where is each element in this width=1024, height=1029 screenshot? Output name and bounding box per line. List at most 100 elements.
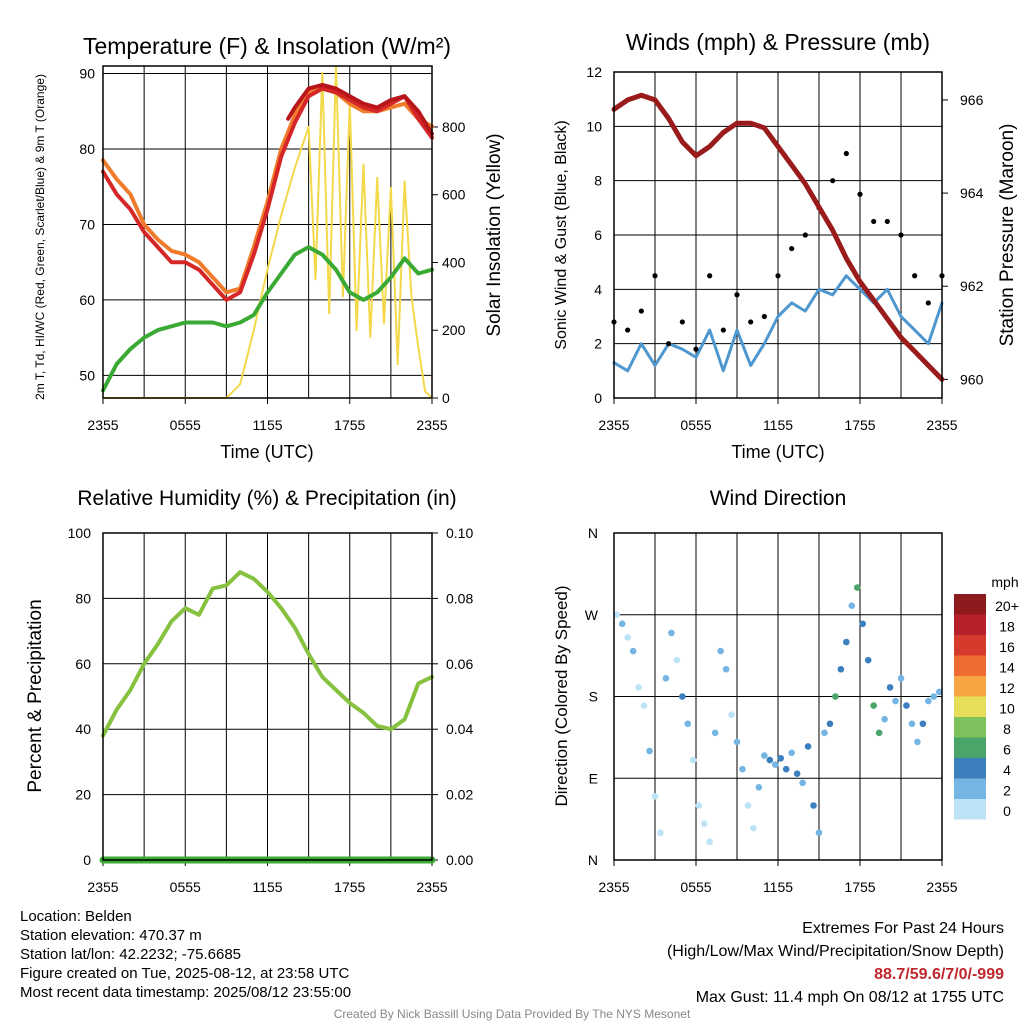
rh-y2tick-label: 0.00: [446, 852, 473, 868]
wind-ytick-label: 4: [594, 281, 602, 297]
dir-point: [810, 802, 817, 809]
dir-point: [815, 829, 823, 837]
dir-legend-title: mph: [991, 574, 1018, 590]
rh-y2tick-label: 0.02: [446, 787, 473, 803]
dir-point: [777, 754, 785, 762]
wind-xtick-label: 1155: [763, 417, 793, 433]
wind-ytick-label: 6: [594, 227, 602, 243]
wind-gust-point: [652, 273, 658, 279]
dir-point: [744, 802, 752, 809]
dir-legend-swatch: [954, 696, 986, 717]
dir-xtick-label: 1155: [763, 879, 793, 895]
dir-point: [848, 602, 856, 609]
wind-gust-point: [693, 346, 699, 352]
latlon-text: Station lat/lon: 42.2232; -75.6685: [20, 946, 242, 963]
dir-point: [673, 656, 681, 664]
wind-ytick-label: 8: [594, 173, 602, 189]
dir-point: [684, 720, 692, 728]
dir-legend-swatch: [954, 594, 986, 615]
wind-y2tick-label: 966: [960, 92, 984, 108]
temp-xtick-label: 1755: [334, 417, 365, 433]
dir-point: [733, 738, 741, 746]
wind-gust-point: [802, 232, 808, 238]
dir-legend-swatch: [954, 717, 986, 738]
wind-xtick-label: 0555: [680, 417, 711, 433]
wind-gust-point: [789, 245, 795, 252]
dir-point: [679, 693, 686, 700]
rh-series-humidity: [101, 570, 434, 738]
wind-gust-point: [871, 218, 877, 225]
dir-point: [864, 656, 872, 664]
dir-legend-swatch: [954, 635, 986, 656]
dir-point: [651, 793, 659, 800]
dir-point: [908, 720, 916, 728]
wind-gust-point: [748, 319, 754, 325]
temp-ytick-label: 80: [79, 141, 95, 157]
dir-point: [635, 684, 642, 691]
wind-gust-point: [679, 319, 685, 325]
rh-frame: [102, 532, 433, 861]
temp-series-heat: [286, 82, 434, 136]
wind-ylabel: Sonic Wind & Gust (Blue, Black): [553, 120, 570, 349]
wind-gust-point: [666, 341, 672, 347]
extremes-title: Extremes For Past 24 Hours: [802, 920, 1004, 937]
dir-point: [717, 647, 724, 655]
dir-point: [782, 765, 790, 773]
dir-point: [859, 620, 867, 628]
dir-point: [799, 779, 806, 787]
rh-ytick-label: 60: [75, 656, 91, 672]
temp-title: Temperature (F) & Insolation (W/m²): [83, 33, 451, 59]
wind-ytick-label: 0: [594, 390, 602, 406]
wind-title: Winds (mph) & Pressure (mb): [626, 29, 930, 55]
temp-y2tick-label: 600: [442, 187, 466, 203]
dir-point: [629, 647, 637, 655]
temp-ytick-label: 90: [79, 66, 95, 82]
rh-y2tick-label: 0.08: [446, 590, 473, 606]
dir-point: [624, 634, 631, 641]
dir-point: [646, 747, 653, 755]
dir-title: Wind Direction: [710, 487, 847, 510]
dir-point: [750, 824, 757, 832]
dir-point: [914, 738, 921, 746]
dir-point: [711, 729, 719, 737]
dir-legend-label: 4: [1003, 762, 1011, 778]
wind-gust-point: [884, 218, 890, 225]
rh-ytick-label: 20: [75, 787, 91, 803]
dir-point: [919, 720, 927, 728]
wind-gust-point: [761, 313, 767, 320]
wind-frame: [613, 71, 943, 399]
dir-point: [832, 693, 839, 700]
temp-series-temp: [101, 86, 434, 302]
temp-series-dew: [101, 245, 434, 393]
dir-point: [892, 697, 899, 705]
max-gust-text: Max Gust: 11.4 mph On 08/12 at 1755 UTC: [695, 989, 1004, 1006]
temp-xtick-label: 1155: [252, 417, 282, 433]
temp-xlabel: Time (UTC): [220, 442, 313, 462]
dir-legend-swatch: [954, 778, 986, 799]
dir-point: [640, 702, 648, 709]
rh-xtick-label: 2355: [416, 879, 447, 895]
elevation-text: Station elevation: 470.37 m: [20, 927, 202, 944]
temp-y2tick-label: 0: [442, 390, 450, 406]
dir-legend-label: 10: [999, 701, 1015, 717]
temp-ytick-label: 50: [79, 367, 95, 383]
dir-legend-label: 16: [999, 639, 1015, 655]
dir-point: [793, 770, 801, 778]
dir-point: [826, 720, 834, 728]
dir-point: [662, 675, 670, 682]
dir-point: [837, 665, 845, 673]
recent-text: Most recent data timestamp: 2025/08/12 2…: [20, 984, 352, 1001]
wind-gust-point: [898, 232, 904, 238]
wind-gust-point: [830, 178, 836, 184]
dir-ytick-label: S: [589, 689, 598, 705]
dir-legend-label: 14: [999, 660, 1015, 676]
temp-y2tick-label: 400: [442, 254, 466, 270]
wind-gust-point: [707, 273, 713, 279]
dir-point: [613, 611, 621, 619]
dir-point: [804, 743, 812, 750]
chart-layer: 2355 0555 1155 1755 235550607080900200400600…: [68, 64, 1019, 895]
dir-legend-swatch: [954, 614, 986, 635]
temp-xtick-label: 2355: [416, 417, 447, 433]
temp-ylabel-right: Solar Insolation (Yellow): [484, 133, 505, 336]
dir-point: [886, 684, 894, 691]
